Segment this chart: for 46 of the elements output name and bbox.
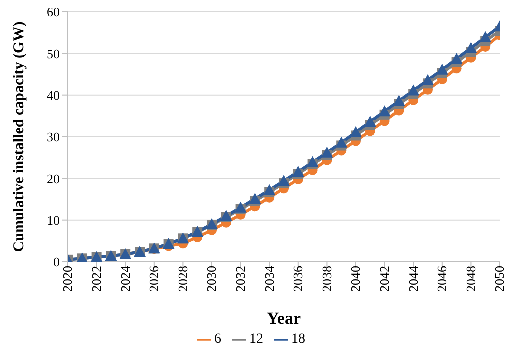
x-tick-label: 2024 [118, 266, 133, 292]
x-tick-label: 2020 [60, 266, 76, 292]
point [234, 202, 247, 213]
x-tick-label: 2032 [233, 266, 248, 292]
point [422, 74, 434, 86]
x-tick-label: 2026 [146, 266, 162, 292]
point [321, 146, 334, 158]
x-tick-label: 2046 [434, 266, 450, 292]
x-tick-label: 2028 [175, 266, 190, 292]
point [436, 64, 448, 75]
y-tick-label: 10 [47, 212, 60, 228]
y-tick-label: 50 [47, 46, 60, 62]
legend-label: 12 [250, 332, 264, 347]
y-tick-label: 40 [47, 88, 60, 103]
x-tick-label: 2050 [492, 266, 508, 292]
x-tick-label: 2022 [89, 266, 104, 292]
x-tick-label: 2040 [348, 266, 364, 292]
y-tick-label: 60 [47, 4, 60, 20]
y-tick-label: 30 [47, 130, 60, 145]
x-axis-title: Year [267, 309, 302, 328]
point [378, 106, 391, 117]
legend-label: 18 [292, 332, 306, 347]
x-tick-label: 2034 [262, 266, 277, 292]
x-tick-label: 2038 [319, 266, 334, 292]
point [408, 84, 420, 96]
point [249, 193, 262, 204]
point [278, 175, 290, 186]
point [364, 116, 376, 127]
legend-label: 6 [214, 332, 222, 347]
point [264, 184, 276, 196]
point [450, 53, 463, 64]
x-tick-label: 2042 [377, 266, 392, 292]
x-tick-label: 2036 [290, 266, 306, 292]
x-tick-label: 2048 [463, 266, 478, 292]
y-tick-label: 20 [47, 171, 60, 186]
point [336, 136, 348, 148]
point [465, 42, 478, 54]
point [393, 95, 406, 106]
y-tick-label: 0 [54, 254, 60, 270]
x-tick-label: 2044 [406, 266, 421, 292]
point [292, 166, 304, 177]
y-axis-title: Cumulative installed capacity (GW) [11, 22, 28, 252]
point [306, 156, 319, 168]
point [480, 31, 492, 42]
x-tick-label: 2030 [204, 266, 220, 292]
point [350, 126, 362, 138]
